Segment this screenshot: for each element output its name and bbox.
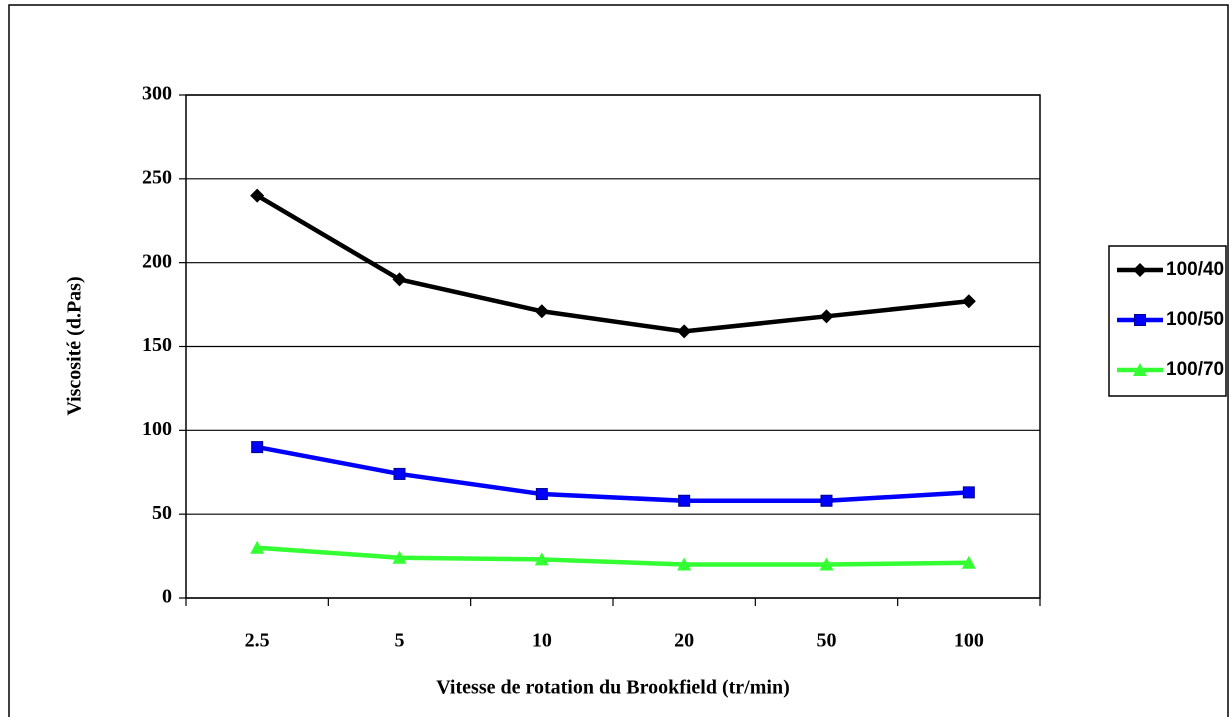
y-axis-label: Viscosité (d.Pas) [64,276,86,415]
marker [678,494,691,507]
x-tick-label: 5 [395,630,405,652]
chart-frame [8,4,1229,717]
x-tick-label: 20 [674,630,694,652]
marker [251,441,264,454]
marker [250,188,265,203]
series-line [256,444,969,504]
series-line [257,545,969,567]
marker [1134,314,1146,326]
marker [819,557,834,571]
marker [534,552,549,566]
x-tick-label: 100 [954,630,984,652]
y-tick-label: 100 [142,418,172,440]
y-tick-label: 250 [142,166,172,188]
marker [819,309,834,324]
series-line [256,193,970,334]
marker [962,486,975,499]
y-tick-label: 200 [142,250,172,272]
marker [534,304,549,319]
y-tick-label: 0 [162,586,172,608]
marker [1133,263,1147,277]
marker [250,540,265,554]
y-tick-label: 150 [142,334,172,356]
marker [1133,363,1147,376]
marker [961,555,976,569]
legend-label: 100/50 [1166,309,1224,330]
legend-label: 100/40 [1166,259,1224,280]
x-tick-label: 2.5 [245,630,270,652]
x-tick-label: 10 [532,630,552,652]
y-tick-label: 50 [152,502,172,524]
marker [393,467,406,480]
marker [677,557,692,571]
marker [820,494,833,507]
x-axis-label: Vitesse de rotation du Brookfield (tr/mi… [436,677,790,699]
marker [392,272,407,287]
x-tick-label: 50 [817,630,837,652]
legend-box [1108,245,1227,397]
marker [535,488,548,501]
marker [961,294,976,309]
legend-label: 100/70 [1166,359,1224,380]
marker [677,324,692,339]
marker [392,550,407,564]
y-tick-label: 300 [142,83,172,105]
